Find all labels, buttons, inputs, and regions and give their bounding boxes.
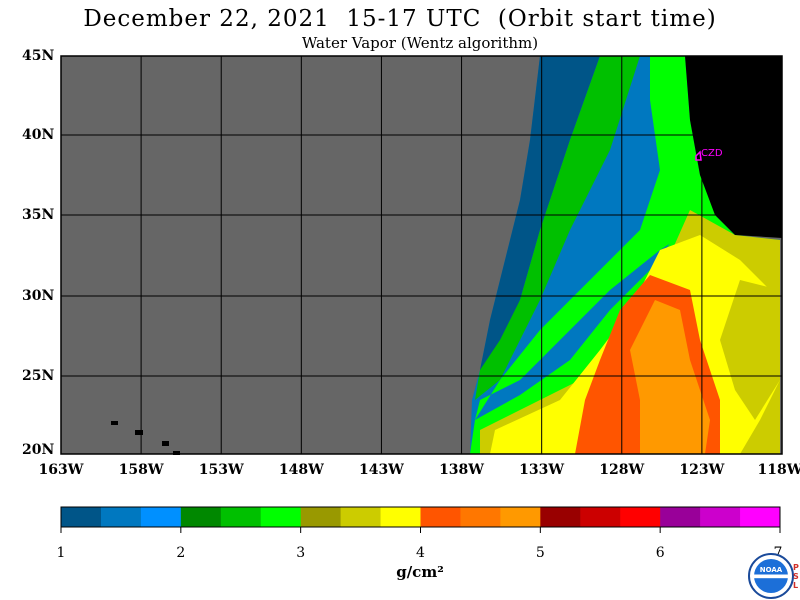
colorbar-tick-label: 5 — [535, 545, 545, 561]
gridlines — [61, 56, 782, 454]
hawaii-islands — [111, 421, 180, 455]
map-subtitle: Water Vapor (Wentz algorithm) — [301, 34, 539, 52]
lon-label: 133W — [519, 462, 565, 478]
lon-label: 138W — [439, 462, 485, 478]
lat-label: 35N — [22, 207, 55, 223]
colorbar-tick-label: 7 — [773, 545, 783, 561]
lon-label: 153W — [198, 462, 244, 478]
field-band-8 — [630, 300, 710, 454]
colorbar-swatch — [500, 507, 541, 527]
lat-label: 45N — [22, 48, 55, 64]
noaa-logo-text: NOAA — [759, 566, 783, 574]
lon-label: 163W — [38, 462, 84, 478]
colorbar-tick-label: 2 — [176, 545, 186, 561]
lon-label: 143W — [358, 462, 404, 478]
field-band-10 — [685, 56, 782, 238]
colorbar-swatch — [220, 507, 262, 527]
colorbar-swatch — [380, 507, 421, 527]
colorbar-swatch — [340, 507, 382, 527]
lon-label: 118W — [757, 462, 800, 478]
colorbar-swatch — [140, 507, 182, 527]
colorbar-swatch — [660, 507, 701, 527]
field-band-2 — [475, 56, 640, 400]
colorbar-tick-label: 4 — [416, 545, 425, 561]
colorbar-swatch — [420, 507, 461, 527]
colorbar-swatch — [180, 507, 222, 527]
lat-label: 20N — [22, 442, 55, 458]
colorbar-swatch — [580, 507, 621, 527]
lon-label: 148W — [278, 462, 324, 478]
colorbar-swatch — [260, 507, 302, 527]
colorbar-swatch — [740, 507, 781, 527]
map-frame — [60, 55, 783, 455]
unit-label: g/cm² — [396, 563, 444, 581]
colorbar-swatch — [700, 507, 741, 527]
colorbar-tick-label: 1 — [56, 545, 66, 561]
colorbar-tick-label: 3 — [296, 545, 306, 561]
lat-label: 40N — [22, 127, 55, 143]
colorbar-tick-label: 6 — [655, 545, 665, 561]
noaa-logo: NOAA — [748, 553, 794, 599]
colorbar-swatch — [460, 507, 501, 527]
field-band-9 — [720, 280, 780, 420]
lon-label: 158W — [118, 462, 164, 478]
station-marker: CZD — [695, 148, 723, 161]
lon-label: 128W — [599, 462, 645, 478]
colorbar-swatch — [100, 507, 142, 527]
colorbar — [60, 506, 781, 533]
lat-label: 25N — [22, 368, 55, 384]
lon-label: 123W — [679, 462, 725, 478]
field-band-3 — [475, 56, 715, 420]
station-label: CZD — [701, 148, 723, 159]
colorbar-swatch — [540, 507, 581, 527]
colorbar-swatch — [620, 507, 661, 527]
map-title: December 22, 2021 15-17 UTC (Orbit start… — [83, 6, 717, 32]
colorbar-swatch — [61, 507, 102, 527]
lat-label: 30N — [22, 288, 55, 304]
colorbar-swatch — [300, 507, 342, 527]
